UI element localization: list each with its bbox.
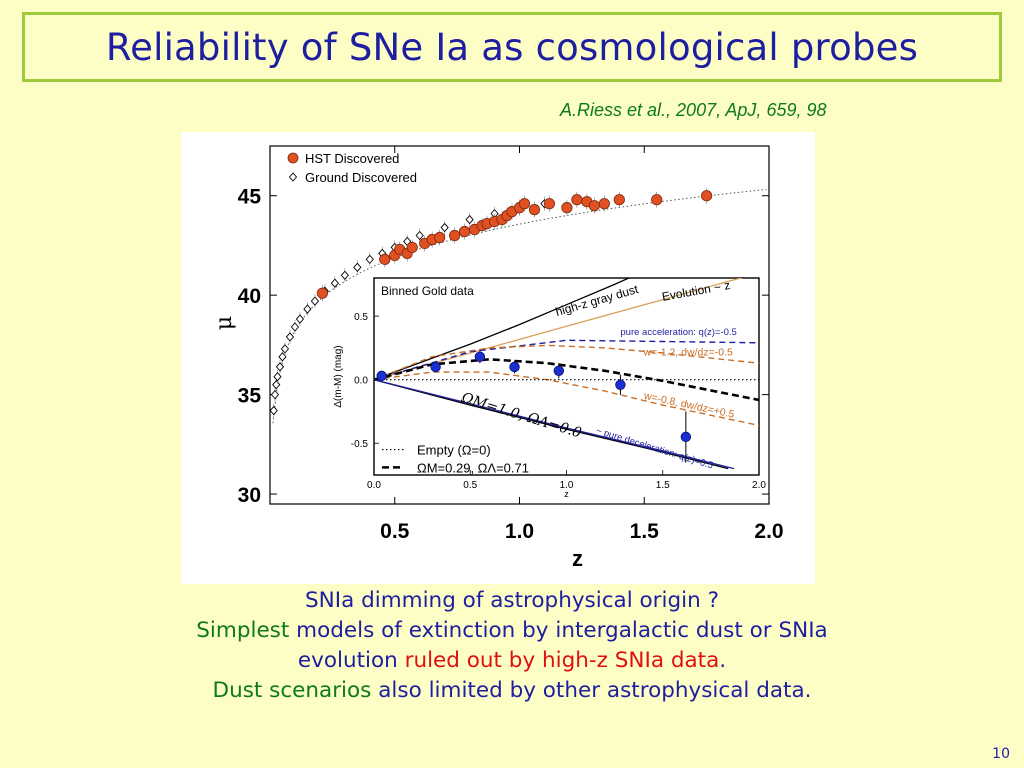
hst-discovered-point [571, 194, 583, 206]
hst-discovered-point [406, 241, 418, 254]
main-plot: 0.5 1.0 1.5 2.0 30 35 40 45 z μ HST Discovered Grou… [212, 145, 784, 571]
hst-discovered-point [543, 198, 556, 210]
caption-line-2: Simplest models of extinction by interga… [0, 616, 1024, 646]
annotation-pure-acceleration: pure acceleration: q(z)=-0.5 [620, 327, 736, 338]
inset-curve [374, 344, 759, 381]
inset-plot: 0.0 0.5 1.0 1.5 2.0 -0.5 0.0 0.5 z Δ(m-M) (mag) Bi… [333, 277, 766, 499]
main-x-tick-label: 1.0 [505, 520, 534, 543]
hst-discovered-point [528, 204, 541, 216]
inset-x-tick-label: 0.0 [367, 480, 381, 491]
inset-y-axis-label: Δ(m-M) (mag) [333, 345, 344, 407]
inset-y-tick-label: 0.5 [354, 312, 368, 323]
inset-title: Binned Gold data [381, 284, 474, 298]
hst-discovered-point [518, 198, 531, 210]
page-number: 10 [992, 746, 1010, 762]
inset-x-tick-label: 2.0 [752, 480, 766, 491]
binned-gold-point [553, 365, 565, 376]
binned-gold-point [509, 361, 520, 373]
hst-discovered-point [449, 229, 461, 242]
inset-curve [374, 278, 744, 381]
ground-discovered-point [353, 262, 362, 273]
hst-discovered-point [561, 202, 573, 214]
ground-discovered-point [285, 332, 295, 342]
inset-y-tick-label: -0.5 [351, 439, 369, 450]
main-y-tick-label: 35 [238, 385, 262, 408]
ground-discovered-point [465, 214, 474, 225]
main-y-tick-label: 40 [238, 285, 261, 308]
caption-ruled-out: ruled out by high-z SNIa data [404, 648, 720, 673]
hst-discovered-point [379, 253, 391, 265]
caption-evolution: evolution [297, 648, 398, 673]
ground-discovered-point [365, 254, 374, 265]
main-x-axis-label: z [572, 546, 583, 571]
caption: SNIa dimming of astrophysical origin ? S… [0, 586, 1024, 706]
caption-also-limited: also limited by other astrophysical data… [378, 678, 812, 703]
inset-legend-lcdm-label: ΩM=0.29, ΩΛ=0.71 [417, 460, 529, 475]
inset-curves [374, 278, 759, 470]
hst-discovered-point [434, 231, 446, 244]
binned-gold-point [430, 361, 441, 373]
hst-discovered-point [598, 198, 610, 210]
hst-discovered-point [613, 194, 625, 206]
binned-gold-point [615, 379, 626, 390]
main-x-tick-label: 0.5 [380, 520, 410, 543]
annotation-w-minus-1-2: w=-1.2, dw/dz=-0.5 [643, 347, 733, 359]
inset-curve [374, 278, 631, 381]
caption-line-3: evolution ruled out by high-z SNIa data. [0, 646, 1024, 676]
caption-models: models of extinction by intergalactic du… [296, 618, 828, 643]
hst-discovered-point [459, 225, 471, 238]
binned-gold-point [474, 351, 486, 363]
inset-x-tick-label: 1.0 [560, 480, 574, 491]
main-x-tick-label: 1.5 [630, 520, 660, 543]
ground-discovered-point [310, 296, 320, 306]
hst-discovered-point [316, 287, 328, 299]
ground-discovered-point [295, 314, 305, 324]
inset-y-tick-label: 0.0 [354, 376, 368, 387]
hubble-diagram-svg: 0.5 1.0 1.5 2.0 30 35 40 45 z μ HST Discovered Grou… [212, 145, 784, 571]
hubble-diagram-figure: 0.5 1.0 1.5 2.0 30 35 40 45 z μ HST Discovered Grou… [181, 132, 815, 584]
citation: A.Riess et al., 2007, ApJ, 659, 98 [560, 100, 827, 120]
caption-period: . [719, 648, 727, 673]
hst-discovered-point [588, 200, 600, 212]
hst-discovered-point [651, 194, 663, 206]
inset-curve [374, 379, 735, 470]
ground-discovered-point [270, 389, 280, 400]
ground-discovered-point [280, 344, 290, 354]
ground-discovered-point [275, 362, 285, 372]
hst-discovered-point [701, 190, 713, 202]
inset-x-tick-label: 0.5 [463, 480, 477, 491]
ground-discovered-point [330, 278, 339, 288]
main-y-axis-label: μ [212, 316, 237, 330]
ground-discovered-point [303, 304, 312, 314]
title-frame: Reliability of SNe Ia as cosmological pr… [22, 12, 1002, 82]
inset-x-tick-label: 1.5 [656, 480, 670, 491]
ground-discovered-point [340, 270, 349, 280]
legend-hst-marker [287, 152, 299, 164]
caption-dust-scenarios: Dust scenarios [212, 678, 372, 703]
inset-x-axis-label: z [564, 489, 569, 499]
legend-hst-label: HST Discovered [305, 151, 399, 166]
inset-frame [373, 277, 760, 476]
main-x-tick-label: 2.0 [754, 520, 783, 543]
binned-gold-point [376, 370, 387, 382]
ground-discovered-point [272, 379, 281, 390]
legend-ground-marker [288, 172, 298, 182]
ground-discovered-point [273, 372, 282, 382]
inset-curve [374, 339, 759, 381]
inset-curve [374, 379, 729, 470]
caption-line-4: Dust scenarios also limited by other ast… [0, 676, 1024, 706]
main-y-tick-label: 30 [238, 484, 261, 507]
caption-simplest: Simplest [196, 618, 290, 643]
main-y-tick-label: 45 [238, 186, 262, 209]
binned-gold-point [680, 431, 692, 443]
slide-title: Reliability of SNe Ia as cosmological pr… [105, 25, 919, 69]
caption-line-1: SNIa dimming of astrophysical origin ? [305, 588, 719, 613]
ground-discovered-point [290, 322, 300, 332]
legend-ground-label: Ground Discovered [305, 170, 417, 185]
inset-legend-empty-label: Empty (Ω=0) [417, 443, 491, 458]
ground-discovered-point [269, 405, 278, 416]
ground-discovered-point [415, 230, 424, 241]
ground-discovered-point [440, 222, 449, 233]
